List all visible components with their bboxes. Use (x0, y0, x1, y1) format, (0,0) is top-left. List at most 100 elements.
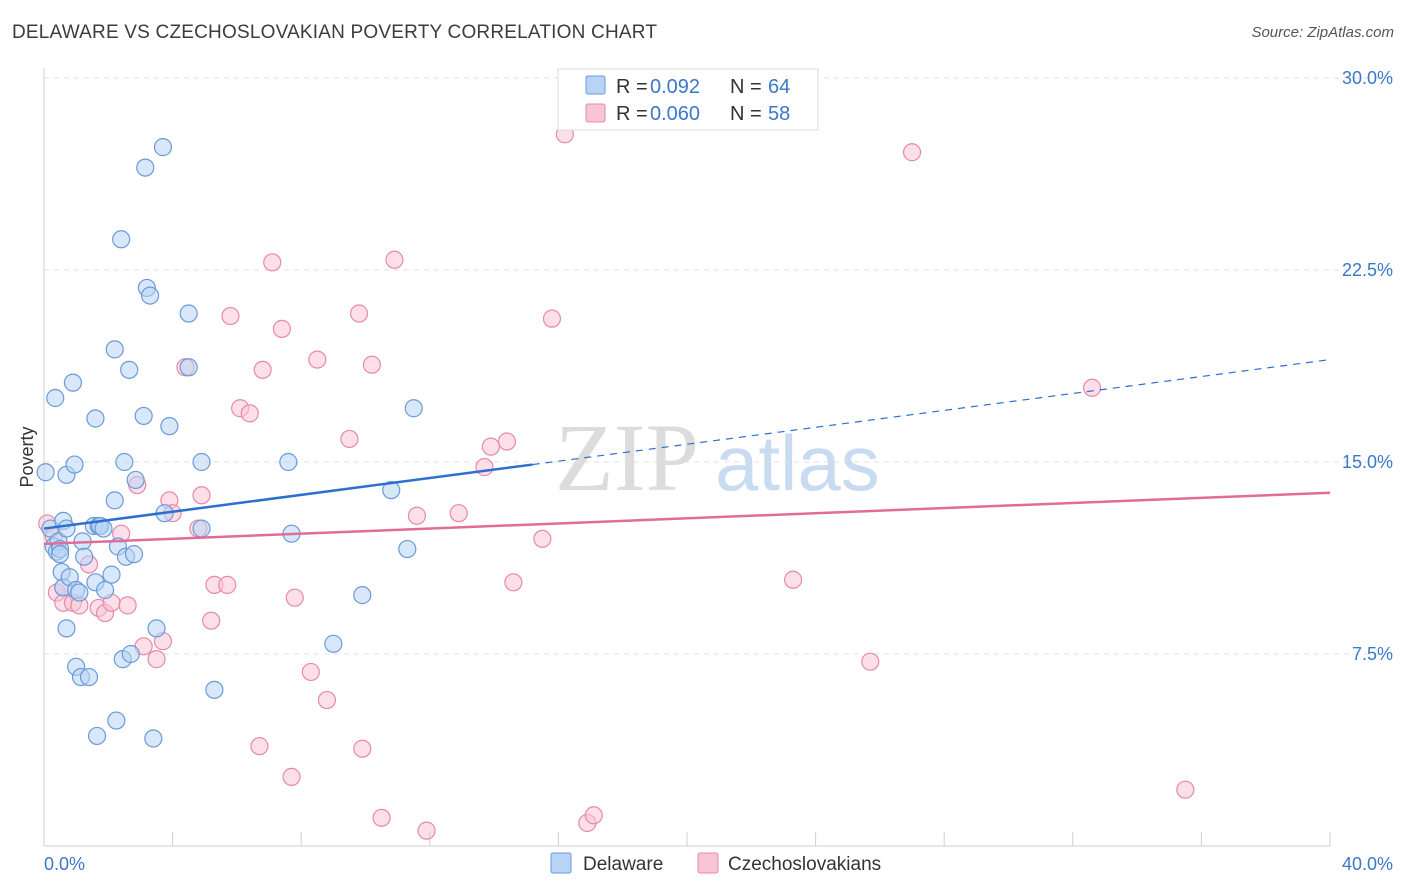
delaware-point (57, 619, 76, 638)
delaware-point (112, 230, 131, 249)
legend-n-label-czech: N = (730, 103, 762, 125)
legend-n-value-delaware: 64 (768, 76, 790, 98)
czech-point (282, 767, 301, 786)
delaware-point (86, 409, 105, 428)
delaware-point (126, 470, 145, 490)
legend-r-value-delaware: 0.092 (650, 76, 700, 98)
czech-point (385, 250, 404, 269)
czech-point (340, 429, 359, 449)
czech-point (1082, 378, 1102, 397)
delaware-point (46, 388, 65, 408)
legend-swatch-delaware (585, 75, 606, 95)
legend-r-value-czech: 0.060 (650, 103, 700, 125)
trend-line-delaware-extension (532, 359, 1331, 466)
czech-point (481, 437, 500, 456)
series-delaware (36, 138, 423, 748)
delaware-point (134, 406, 153, 426)
delaware-point (75, 547, 94, 566)
y-tick-label: 7.5% (1352, 644, 1393, 664)
watermark-zip: ZIP (555, 404, 699, 511)
czech-point (349, 304, 369, 323)
y-tick-label: 30.0% (1342, 68, 1393, 88)
czech-point (861, 652, 880, 671)
czech-point (250, 737, 269, 756)
chart-source: Source: ZipAtlas.com (1251, 24, 1394, 41)
delaware-point (192, 519, 211, 538)
legend-top: R = 0.092 N = 64 R = 0.060 N = 58 (557, 68, 819, 131)
czech-point (504, 573, 523, 592)
delaware-point (107, 711, 126, 730)
czech-point (353, 739, 372, 758)
grid-lines (44, 77, 1392, 655)
legend-bottom: Delaware Czechoslovakians (550, 852, 881, 875)
delaware-point (102, 565, 121, 584)
delaware-point (140, 286, 160, 305)
trend-line-delaware (43, 463, 533, 530)
delaware-point (192, 452, 211, 472)
x-ticks (172, 832, 1331, 846)
delaware-point (382, 481, 401, 500)
delaware-point (87, 726, 107, 746)
delaware-point (65, 455, 84, 474)
delaware-point (398, 539, 417, 559)
czech-point (542, 309, 562, 328)
y-axis-title: Poverty (17, 426, 37, 487)
czech-point (272, 319, 292, 338)
delaware-point (70, 583, 89, 602)
legend-n-label-delaware: N = (730, 76, 762, 98)
czech-point (202, 611, 221, 630)
y-tick-labels: 7.5% 15.0% 22.5% 30.0% (1342, 68, 1393, 664)
czech-point (317, 690, 337, 710)
y-tick-label: 15.0% (1342, 452, 1393, 472)
delaware-point (404, 399, 423, 418)
czech-point (221, 306, 240, 326)
czech-point (449, 504, 468, 523)
czech-point (783, 570, 803, 589)
czech-point (301, 662, 320, 682)
delaware-point (63, 373, 83, 392)
delaware-point (95, 580, 115, 600)
bottom-legend-label-czech: Czechoslovakians (728, 854, 881, 875)
watermark-atlas: atlas (715, 419, 880, 507)
czech-point (147, 650, 166, 669)
delaware-point (179, 304, 198, 323)
bottom-legend-swatch-delaware (550, 852, 572, 874)
czech-point (475, 458, 494, 477)
czech-point (308, 350, 327, 369)
delaware-point (279, 452, 298, 472)
y-tick-label: 22.5% (1342, 260, 1393, 280)
chart-title: DELAWARE VS CZECHOSLOVAKIAN POVERTY CORR… (12, 22, 658, 43)
czech-point (533, 529, 552, 548)
legend-swatch-czech (585, 103, 606, 123)
czech-point (1176, 780, 1195, 799)
x-tick-label-max: 40.0% (1342, 854, 1393, 874)
czech-point (240, 404, 259, 423)
delaware-point (160, 417, 179, 436)
delaware-point (50, 545, 70, 564)
delaware-point (179, 358, 198, 377)
czech-point (253, 360, 272, 379)
delaware-point (120, 360, 139, 379)
delaware-point (353, 586, 372, 605)
x-tick-label-min: 0.0% (44, 854, 85, 874)
bottom-legend-swatch-czech (697, 852, 719, 874)
czech-point (407, 506, 427, 525)
czech-point (263, 253, 282, 272)
delaware-point (205, 680, 224, 699)
delaware-point (124, 545, 144, 564)
delaware-point (57, 519, 76, 538)
legend-n-value-czech: 58 (768, 103, 790, 125)
czech-point (497, 432, 517, 451)
bottom-legend-label-delaware: Delaware (583, 854, 663, 875)
delaware-point (36, 463, 55, 482)
czech-point (902, 143, 922, 162)
delaware-point (136, 158, 155, 177)
czech-point (192, 486, 211, 505)
czech-point (362, 355, 382, 374)
czech-point (118, 596, 137, 615)
delaware-point (79, 667, 99, 687)
trend-lines (43, 359, 1331, 546)
delaware-point (144, 729, 163, 748)
legend-r-label-delaware: R = (616, 76, 648, 98)
